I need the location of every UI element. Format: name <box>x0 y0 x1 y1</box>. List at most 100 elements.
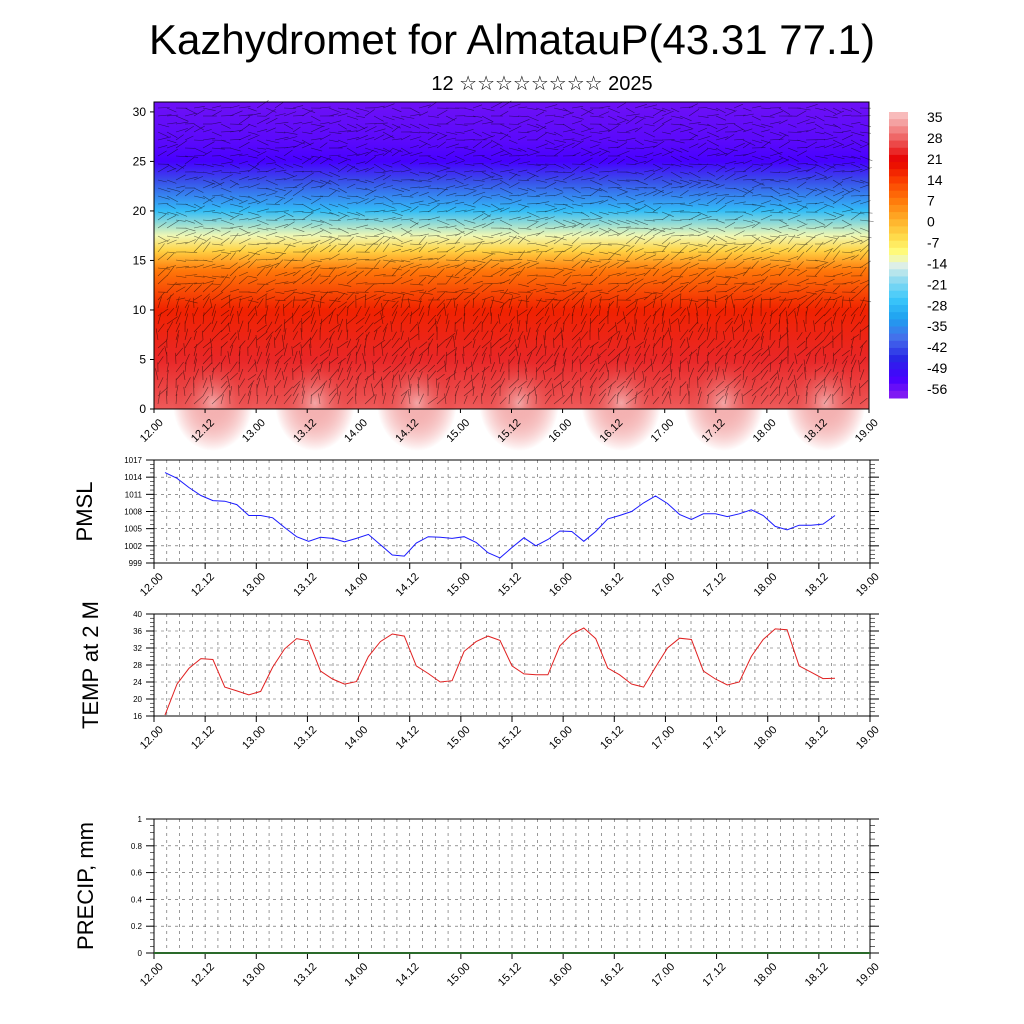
colorbar-segment <box>889 319 908 327</box>
xtick-label: 15.00 <box>445 724 473 752</box>
xtick-label: 15.12 <box>496 724 524 752</box>
heatmap-ytick-label: 15 <box>133 253 147 267</box>
pmsl-panel-series-line <box>164 472 836 559</box>
ytick-label: 28 <box>133 661 142 670</box>
colorbar-segment <box>889 162 908 170</box>
xtick-label: 14.00 <box>342 724 370 752</box>
colorbar-segment <box>889 290 908 299</box>
xtick-label: 13.12 <box>291 961 319 989</box>
warm-anomaly <box>479 355 560 451</box>
colorbar-segment <box>889 340 908 349</box>
colorbar-label: -56 <box>927 381 947 397</box>
ytick-label: 40 <box>133 610 142 619</box>
colorbar-segment <box>889 297 908 306</box>
xtick-label: 15.12 <box>496 961 524 989</box>
warm-anomaly <box>581 355 662 451</box>
colorbar-segment <box>889 312 908 320</box>
xtick-label: 17.12 <box>700 724 728 752</box>
xtick-label: 17.12 <box>700 961 728 989</box>
ytick-label: 0.8 <box>131 842 143 851</box>
xtick-label: 18.12 <box>803 961 831 989</box>
xtick-label: 16.00 <box>547 571 575 599</box>
xtick-label: 15.00 <box>445 961 473 989</box>
colorbar-segment <box>889 347 908 356</box>
wind-barbs <box>155 100 874 405</box>
heatmap-ytick-label: 20 <box>133 204 147 218</box>
xtick-label: 19.00 <box>854 961 882 989</box>
xtick-label: 17.12 <box>700 571 728 599</box>
colorbar-segment <box>889 212 908 220</box>
heatmap-xtick-label: 12.00 <box>138 417 166 445</box>
xtick-label: 13.00 <box>240 571 268 599</box>
colorbar-label: -7 <box>927 235 940 251</box>
ytick-label: 32 <box>133 644 142 653</box>
colorbar-segment <box>889 154 908 163</box>
xtick-label: 16.00 <box>547 961 575 989</box>
colorbar-label: -49 <box>927 360 947 376</box>
ytick-label: 36 <box>133 627 142 636</box>
xtick-label: 13.00 <box>240 961 268 989</box>
colorbar-label: 28 <box>927 130 943 146</box>
colorbar-label: 21 <box>927 151 943 167</box>
colorbar-segment <box>889 326 908 335</box>
ytick-label: 0.4 <box>131 895 143 904</box>
colorbar-label: 14 <box>927 172 943 188</box>
colorbar-label: 0 <box>927 214 935 230</box>
colorbar-segment <box>889 169 908 177</box>
colorbar: 35 28 21 14 7 0 -7 -14 -21 -28 -35 -42 -49 -56 <box>889 109 947 399</box>
ytick-label: 1008 <box>124 508 142 517</box>
ytick-label: 20 <box>133 695 142 704</box>
colorbar-segment <box>889 262 908 270</box>
temp-panel-ylabel: TEMP at 2 M <box>78 601 103 729</box>
ytick-label: 999 <box>129 559 143 568</box>
precip-panel: 0 0.2 0.4 0.6 0.8 1 12.00 12.12 13.00 13.12 14.00 1… <box>73 815 882 989</box>
colorbar-segment <box>889 355 908 363</box>
ytick-label: 1011 <box>125 490 143 499</box>
colorbar-segment <box>889 147 908 156</box>
colorbar-segment <box>889 247 908 256</box>
xtick-label: 15.12 <box>496 571 524 599</box>
xtick-label: 14.12 <box>394 571 422 599</box>
heatmap-ytick-label: 5 <box>139 352 146 366</box>
xtick-label: 15.00 <box>445 571 473 599</box>
colorbar-segment <box>889 390 908 399</box>
colorbar-segment <box>889 233 908 242</box>
colorbar-segment <box>889 333 908 342</box>
xtick-label: 14.00 <box>342 571 370 599</box>
colorbar-segment <box>889 240 908 249</box>
colorbar-segment <box>889 226 908 235</box>
xtick-label: 19.00 <box>854 571 882 599</box>
colorbar-segment <box>889 190 908 199</box>
ytick-label: 24 <box>133 678 142 687</box>
xtick-label: 12.12 <box>189 961 217 989</box>
xtick-label: 13.00 <box>240 724 268 752</box>
colorbar-segment <box>889 204 908 213</box>
colorbar-segment <box>889 176 908 184</box>
xtick-label: 18.12 <box>803 724 831 752</box>
temp-panel-series-line <box>164 627 836 716</box>
ytick-label: 16 <box>133 712 142 721</box>
xtick-label: 12.00 <box>138 724 166 752</box>
xtick-label: 18.00 <box>752 571 780 599</box>
xtick-label: 13.12 <box>291 724 319 752</box>
colorbar-label: 7 <box>927 193 935 209</box>
colorbar-segment <box>889 362 908 370</box>
xtick-label: 16.12 <box>598 571 626 599</box>
heatmap-ytick-label: 0 <box>139 402 146 416</box>
colorbar-label: -35 <box>927 318 947 334</box>
colorbar-segment <box>889 376 908 385</box>
pmsl-panel: 999 1002 1005 1008 1011 1014 1017 12.00 12.12 13.… <box>72 456 882 599</box>
colorbar-segment <box>889 126 908 134</box>
colorbar-segment <box>889 283 908 292</box>
colorbar-segment <box>889 219 908 227</box>
colorbar-label: -14 <box>927 255 947 271</box>
warm-anomaly <box>683 355 764 451</box>
xtick-label: 16.12 <box>598 724 626 752</box>
xtick-label: 17.00 <box>649 961 677 989</box>
colorbar-segment <box>889 183 908 192</box>
colorbar-segment <box>889 197 908 206</box>
colorbar-segment <box>889 112 908 120</box>
